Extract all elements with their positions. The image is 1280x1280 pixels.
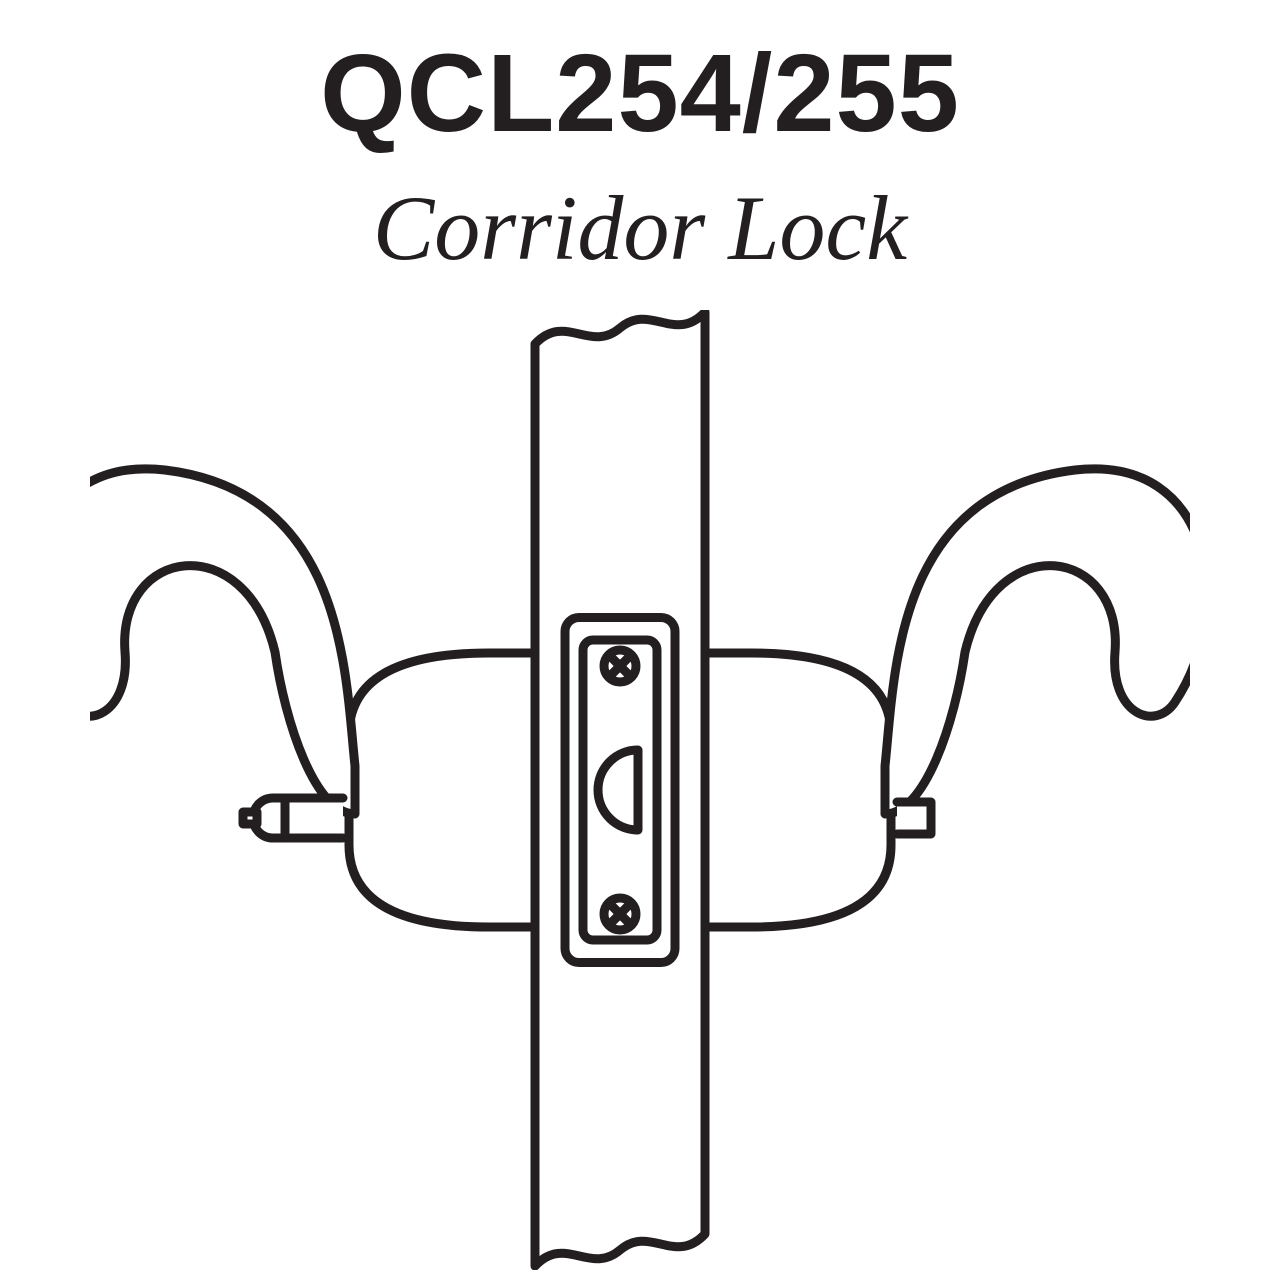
left-cylinder	[243, 798, 343, 838]
lock-diagram	[90, 310, 1190, 1270]
left-lever	[90, 469, 355, 814]
product-subtitle: Corridor Lock	[0, 175, 1280, 281]
faceplate-screw-bottom	[604, 898, 636, 930]
left-rose	[349, 653, 535, 927]
right-stub	[897, 802, 931, 834]
right-lever	[885, 469, 1190, 814]
faceplate-screw-top	[604, 650, 636, 682]
product-model-title: QCL254/255	[0, 30, 1280, 157]
right-rose	[705, 653, 891, 927]
page: QCL254/255 Corridor Lock	[0, 0, 1280, 1280]
latch-bolt	[598, 750, 638, 830]
